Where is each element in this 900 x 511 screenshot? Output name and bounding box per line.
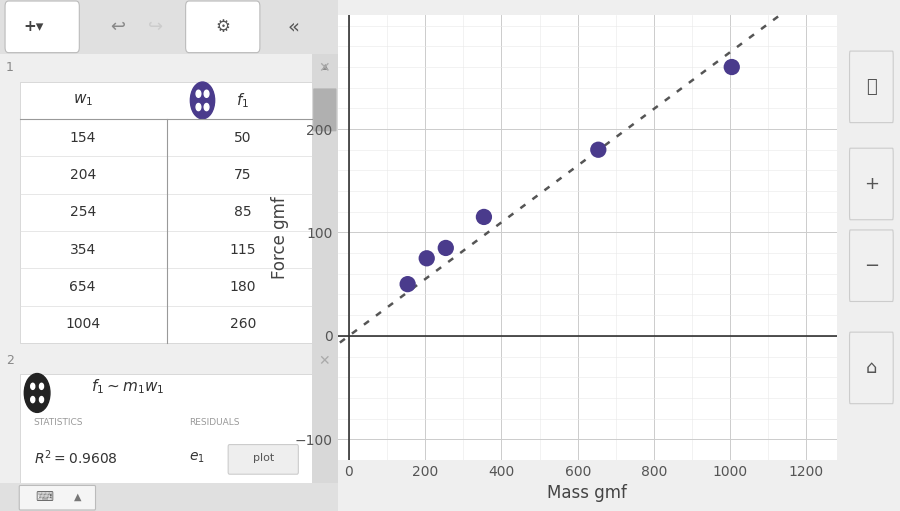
Text: 1004: 1004 bbox=[65, 317, 100, 331]
Text: ↩: ↩ bbox=[111, 18, 126, 36]
Circle shape bbox=[40, 397, 43, 403]
Circle shape bbox=[204, 103, 209, 110]
Text: 654: 654 bbox=[69, 280, 96, 294]
Text: ⌨: ⌨ bbox=[35, 491, 53, 504]
Text: ✕: ✕ bbox=[319, 61, 329, 75]
Text: +: + bbox=[864, 175, 879, 193]
FancyBboxPatch shape bbox=[20, 374, 312, 496]
FancyBboxPatch shape bbox=[312, 54, 338, 485]
Point bbox=[438, 244, 453, 252]
Text: $R^2 = 0.9608$: $R^2 = 0.9608$ bbox=[34, 449, 118, 467]
Text: +▾: +▾ bbox=[23, 19, 44, 34]
Circle shape bbox=[31, 383, 35, 389]
Text: ⚙: ⚙ bbox=[215, 18, 230, 36]
Circle shape bbox=[24, 374, 50, 412]
Text: 180: 180 bbox=[230, 280, 256, 294]
Text: STATISTICS: STATISTICS bbox=[34, 417, 83, 427]
Text: PARAMETERS: PARAMETERS bbox=[34, 497, 93, 506]
Circle shape bbox=[196, 90, 201, 97]
Text: 2: 2 bbox=[6, 354, 14, 367]
X-axis label: Mass gmf: Mass gmf bbox=[547, 484, 627, 502]
Text: 🔧: 🔧 bbox=[867, 78, 877, 96]
FancyBboxPatch shape bbox=[229, 445, 299, 474]
Point bbox=[419, 254, 434, 262]
FancyBboxPatch shape bbox=[850, 148, 893, 220]
Circle shape bbox=[40, 383, 43, 389]
Point bbox=[400, 280, 415, 288]
Text: 154: 154 bbox=[69, 131, 96, 145]
FancyBboxPatch shape bbox=[0, 483, 338, 511]
FancyBboxPatch shape bbox=[19, 485, 95, 510]
Text: plot: plot bbox=[253, 453, 274, 463]
Text: 85: 85 bbox=[234, 205, 252, 219]
FancyBboxPatch shape bbox=[850, 332, 893, 404]
Circle shape bbox=[191, 82, 215, 119]
Text: 75: 75 bbox=[234, 168, 252, 182]
FancyBboxPatch shape bbox=[850, 51, 893, 123]
Point bbox=[724, 63, 739, 71]
Text: 115: 115 bbox=[230, 243, 256, 257]
Text: 254: 254 bbox=[69, 205, 95, 219]
Text: $e_1$: $e_1$ bbox=[189, 451, 205, 465]
Text: −: − bbox=[864, 257, 879, 275]
Y-axis label: Force gmf: Force gmf bbox=[271, 196, 289, 279]
Circle shape bbox=[204, 90, 209, 97]
Text: 260: 260 bbox=[230, 317, 256, 331]
Text: ▲: ▲ bbox=[74, 492, 81, 502]
Text: ↪: ↪ bbox=[148, 18, 163, 36]
FancyBboxPatch shape bbox=[0, 0, 338, 54]
Point bbox=[591, 146, 606, 154]
FancyBboxPatch shape bbox=[20, 82, 312, 343]
Text: $f_1 \sim m_1 w_1$: $f_1 \sim m_1 w_1$ bbox=[92, 377, 165, 396]
Text: 354: 354 bbox=[69, 243, 95, 257]
Text: 50: 50 bbox=[234, 131, 252, 145]
Text: «: « bbox=[288, 17, 300, 36]
Text: $f_1$: $f_1$ bbox=[237, 91, 249, 110]
Point bbox=[477, 213, 491, 221]
FancyBboxPatch shape bbox=[850, 230, 893, 301]
FancyBboxPatch shape bbox=[313, 88, 337, 131]
Text: ▲: ▲ bbox=[321, 62, 328, 71]
Circle shape bbox=[196, 103, 201, 110]
FancyBboxPatch shape bbox=[185, 1, 260, 53]
Text: RESIDUALS: RESIDUALS bbox=[189, 417, 239, 427]
Text: ⌂: ⌂ bbox=[866, 359, 878, 377]
Text: $w_1$: $w_1$ bbox=[73, 92, 93, 108]
Text: 204: 204 bbox=[69, 168, 95, 182]
Circle shape bbox=[31, 397, 35, 403]
Text: ✕: ✕ bbox=[319, 354, 329, 368]
FancyBboxPatch shape bbox=[5, 1, 79, 53]
Text: 1: 1 bbox=[6, 61, 14, 75]
